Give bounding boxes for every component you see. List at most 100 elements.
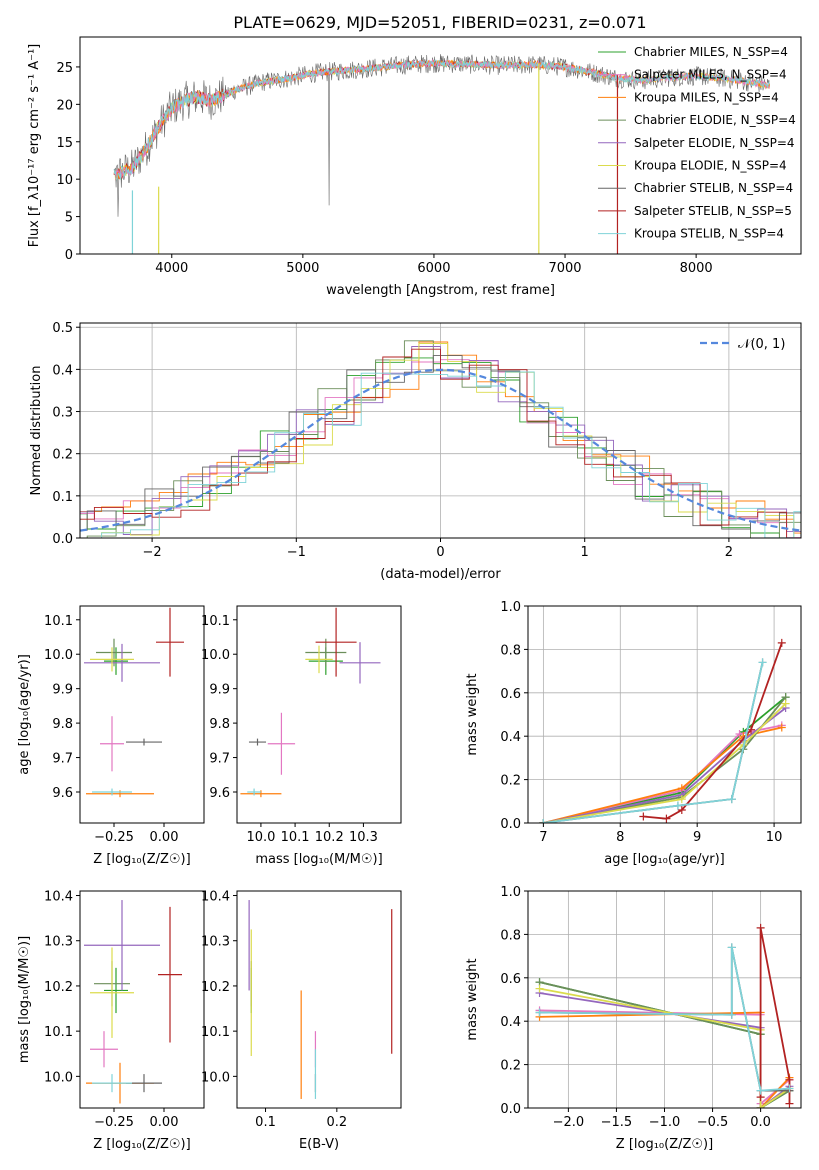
legend-label: Kroupa ELODIE, N_SSP=4 xyxy=(634,159,787,173)
series-line xyxy=(543,724,782,823)
x-axis-label: wavelength [Angstrom, rest frame] xyxy=(326,283,555,298)
plot-area xyxy=(248,900,393,1099)
series-marker xyxy=(677,805,686,814)
y-tick-label: 15 xyxy=(56,136,73,151)
legend-label: 𝒩(0, 1) xyxy=(738,337,785,352)
series-marker xyxy=(756,1104,765,1108)
series-marker xyxy=(535,984,544,993)
y-tick-label: 9.9 xyxy=(52,683,73,698)
y-axis-label: mass weight xyxy=(465,958,480,1040)
legend-label: Salpeter MILES, N_SSP=4 xyxy=(634,68,787,82)
plot-area xyxy=(84,607,184,798)
series-marker xyxy=(539,819,548,823)
plot-area xyxy=(240,607,381,798)
series-marker xyxy=(758,658,767,667)
x-tick-label: −1.0 xyxy=(649,1115,681,1130)
series-marker xyxy=(785,1075,794,1084)
series-marker xyxy=(756,1086,765,1095)
histogram-step xyxy=(80,357,801,538)
x-tick-label: 9 xyxy=(693,830,701,845)
plot-area xyxy=(84,900,182,1104)
series-marker xyxy=(662,814,671,823)
x-tick-label: 4000 xyxy=(155,261,188,276)
y-tick-label: 10.2 xyxy=(44,980,73,995)
y-tick-label: 0 xyxy=(65,248,73,263)
y-tick-label: 10.1 xyxy=(201,1025,230,1040)
y-tick-label: 0.1 xyxy=(52,490,73,505)
histogram-step xyxy=(80,371,801,538)
x-tick-label: 6000 xyxy=(417,261,450,276)
x-tick-label: 0 xyxy=(436,545,444,560)
y-tick-label: 0.0 xyxy=(52,532,73,547)
series-line xyxy=(543,662,764,823)
x-tick-label: 8000 xyxy=(680,261,713,276)
y-tick-label: 1.0 xyxy=(500,600,521,615)
x-tick-label: −0.5 xyxy=(697,1115,729,1130)
gaussian-curve xyxy=(80,368,801,532)
y-tick-label: 0.4 xyxy=(52,363,73,378)
y-tick-label: 0.8 xyxy=(500,928,521,943)
x-tick-label: 5000 xyxy=(286,261,319,276)
x-tick-label: 0.0 xyxy=(750,1115,771,1130)
y-tick-label: 0.8 xyxy=(500,643,521,658)
y-tick-label: 10.1 xyxy=(44,614,73,629)
x-tick-label: 7000 xyxy=(548,261,581,276)
series-marker xyxy=(727,943,736,952)
y-tick-label: 10 xyxy=(56,173,73,188)
y-axis-label: Flux [f_λ10⁻¹⁷ erg cm⁻² s⁻¹ A⁻¹] xyxy=(27,44,42,248)
x-axis-label: Z [log₁₀(Z/Z☉)] xyxy=(616,1137,713,1152)
axes-frame xyxy=(527,605,802,824)
x-tick-label: 7 xyxy=(539,830,547,845)
x-tick-label: −2.0 xyxy=(553,1115,585,1130)
x-tick-label: −0.25 xyxy=(94,830,134,845)
x-tick-label: 10.3 xyxy=(349,830,378,845)
panel-residuals: −2 −1 0 1 2 0.0 0.1 0.2 0.3 0.4 0.5 (data-model)/er… xyxy=(29,321,802,582)
y-tick-label: 9.7 xyxy=(209,752,230,767)
y-axis-label: age [log₁₀(age/yr)] xyxy=(17,654,32,775)
y-tick-label: 10.0 xyxy=(44,1070,73,1085)
series-marker xyxy=(777,638,786,647)
x-tick-label: −2 xyxy=(143,545,162,560)
y-tick-label: 10.3 xyxy=(201,935,230,950)
series-marker xyxy=(727,1010,736,1019)
x-tick-label: −1.5 xyxy=(601,1115,633,1130)
x-tick-label: 10 xyxy=(766,830,783,845)
plot-area xyxy=(539,638,790,823)
y-tick-label: 10.1 xyxy=(44,1025,73,1040)
y-tick-label: 10.4 xyxy=(44,890,73,905)
y-tick-label: 0.2 xyxy=(500,1059,521,1074)
y-tick-label: 0.4 xyxy=(500,730,521,745)
axes-frame xyxy=(79,890,205,1109)
legend-label: Salpeter ELODIE, N_SSP=4 xyxy=(634,136,795,150)
y-tick-label: 9.6 xyxy=(52,786,73,801)
series-marker xyxy=(673,801,682,810)
x-tick-label: 10.1 xyxy=(281,830,310,845)
y-tick-label: 0.3 xyxy=(52,406,73,421)
axes-frame xyxy=(79,36,802,255)
y-axis-label: mass [log₁₀(M/M☉)] xyxy=(17,936,32,1063)
y-tick-label: 5 xyxy=(65,211,73,226)
legend-label: Kroupa STELIB, N_SSP=4 xyxy=(634,227,784,241)
x-tick-label: 0.00 xyxy=(150,1115,179,1130)
y-tick-label: 9.9 xyxy=(209,683,230,698)
series-marker xyxy=(727,795,736,804)
y-tick-label: 9.8 xyxy=(209,717,230,732)
panel-mass-vs-Z: −0.25 0.00 10.0 10.1 10.2 10.3 10.4 Z [log₁₀(Z/… xyxy=(17,890,205,1152)
series-line xyxy=(543,696,787,823)
y-tick-label: 0.0 xyxy=(500,1102,521,1117)
plot-area xyxy=(535,923,794,1108)
series-marker xyxy=(781,699,790,708)
x-axis-label: Z [log₁₀(Z/Z☉)] xyxy=(93,1137,190,1152)
y-tick-label: 10.3 xyxy=(44,935,73,950)
y-tick-label: 10.0 xyxy=(201,648,230,663)
legend: 𝒩(0, 1) xyxy=(700,337,785,352)
x-axis-label: (data-model)/error xyxy=(380,567,501,582)
axes-frame xyxy=(236,605,402,824)
x-tick-label: −0.25 xyxy=(94,1115,134,1130)
series-line xyxy=(543,702,787,823)
panel-mass-vs-ebv: 0.1 0.2 10.0 10.1 10.2 10.3 10.4 E(B-V) xyxy=(201,890,402,1152)
x-axis-label: age [log₁₀(age/yr)] xyxy=(604,852,725,867)
y-tick-label: 0.4 xyxy=(500,1015,521,1030)
legend-label: Chabrier ELODIE, N_SSP=4 xyxy=(634,113,796,127)
series-line xyxy=(543,696,787,823)
